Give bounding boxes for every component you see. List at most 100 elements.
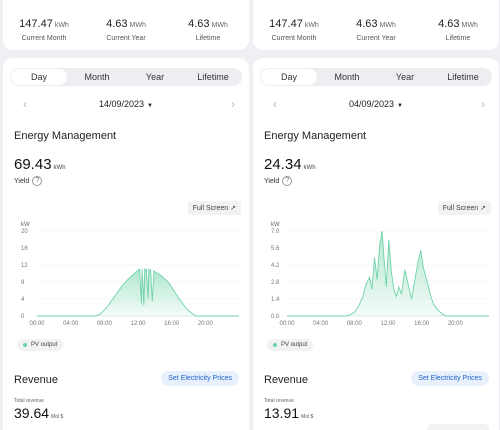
y-tick-label: 16 [21, 246, 28, 252]
summary-card: 147.47 kWh Current Month 4.63 MWh Current … [253, 0, 499, 50]
tab-day[interactable]: Day [261, 69, 317, 85]
y-tick-label: 2.8 [271, 280, 280, 286]
yield-label-row: Yield ? [264, 176, 293, 186]
period-tabs: Day Month Year Lifetime [10, 68, 242, 86]
energy-card: Day Month Year Lifetime ‹ 14/09/2023 ▼ › … [3, 58, 249, 430]
chevron-left-icon[interactable]: ‹ [273, 97, 277, 111]
help-icon[interactable]: ? [282, 176, 293, 186]
tab-day[interactable]: Day [11, 69, 67, 85]
total-revenue-value-row: 39.64 Mol $ [14, 405, 63, 421]
x-tick-label: 16:00 [164, 321, 180, 327]
yield-label: Yield [14, 177, 30, 185]
y-axis-label: kW [271, 222, 280, 228]
scroll-hint [427, 424, 489, 430]
x-tick-label: 20:00 [198, 321, 214, 327]
yield-value: 69.43 [14, 156, 52, 173]
pv-output-chart: kW 0.0 1.4 2.8 4.2 5.6 7.0 00:00 04:00 08:00 12:00… [271, 222, 489, 327]
pv-output-area [37, 269, 239, 316]
chart-legend[interactable]: PV output [17, 339, 64, 351]
legend-label: PV output [281, 342, 308, 348]
chart-legend[interactable]: PV output [267, 339, 314, 351]
summary-current-year: 4.63 MWh Current Year [335, 0, 417, 50]
right-pane: 147.47 kWh Current Month 4.63 MWh Current … [253, 0, 499, 430]
section-title: Energy Management [264, 130, 367, 142]
x-tick-label: 00:00 [279, 321, 295, 327]
summary-unit: kWh [54, 22, 69, 29]
help-icon[interactable]: ? [32, 176, 43, 186]
fullscreen-button[interactable]: Full Screen ↗ [437, 201, 491, 215]
summary-unit: MWh [129, 22, 146, 29]
expand-icon: ↗ [480, 205, 486, 212]
period-tabs: Day Month Year Lifetime [260, 68, 492, 86]
left-pane: 147.47 kWh Current Month 4.63 MWh Current … [3, 0, 249, 430]
caret-down-icon: ▼ [397, 103, 403, 109]
date-picker[interactable]: 14/09/2023 ▼ [3, 96, 249, 114]
x-tick-label: 00:00 [29, 321, 45, 327]
total-revenue-label: Total revenue [14, 398, 45, 404]
date-value: 14/09/2023 [99, 99, 145, 109]
summary-value: 147.47 [19, 18, 53, 30]
summary-label: Current Year [356, 35, 396, 42]
total-revenue-label: Total revenue [264, 398, 295, 404]
yield-value-row: 69.43 kWh [14, 156, 66, 174]
tab-month[interactable]: Month [84, 72, 110, 82]
date-selector: ‹ 04/09/2023 ▼ › [253, 96, 499, 112]
summary-label: Current Year [106, 35, 146, 42]
x-tick-label: 20:00 [448, 321, 464, 327]
chevron-right-icon[interactable]: › [231, 97, 235, 111]
y-tick-label: 4 [21, 297, 25, 303]
summary-lifetime: 4.63 MWh Lifetime [167, 0, 249, 50]
x-tick-label: 12:00 [130, 321, 146, 327]
caret-down-icon: ▼ [147, 103, 153, 109]
revenue-title: Revenue [264, 374, 309, 386]
y-tick-label: 1.4 [271, 297, 280, 303]
yield-label-row: Yield ? [14, 176, 43, 186]
fullscreen-label: Full Screen [442, 205, 479, 212]
summary-unit: MWh [461, 22, 478, 29]
legend-label: PV output [31, 342, 58, 348]
summary-unit: MWh [211, 22, 228, 29]
yield-unit: kWh [303, 165, 316, 171]
x-tick-label: 08:00 [347, 321, 363, 327]
summary-value: 4.63 [188, 18, 210, 30]
date-value: 04/09/2023 [349, 99, 395, 109]
set-electricity-prices-button[interactable]: Set Electricity Prices [411, 371, 489, 386]
summary-lifetime: 4.63 MWh Lifetime [417, 0, 499, 50]
yield-value-row: 24.34 kWh [264, 156, 316, 174]
tab-year[interactable]: Year [145, 72, 165, 82]
summary-current-year: 4.63 MWh Current Year [85, 0, 167, 50]
summary-current-month: 147.47 kWh Current Month [3, 0, 85, 50]
date-selector: ‹ 14/09/2023 ▼ › [3, 96, 249, 112]
summary-value: 147.47 [269, 18, 303, 30]
total-revenue-value: 39.64 [14, 405, 50, 421]
y-axis-label: kW [21, 222, 30, 228]
tab-lifetime[interactable]: Lifetime [447, 72, 479, 82]
tab-year[interactable]: Year [395, 72, 415, 82]
yield-unit: kWh [53, 165, 66, 171]
section-title: Energy Management [14, 130, 117, 142]
chevron-left-icon[interactable]: ‹ [23, 97, 27, 111]
tab-month[interactable]: Month [334, 72, 360, 82]
chevron-right-icon[interactable]: › [481, 97, 485, 111]
summary-value: 4.63 [106, 18, 128, 30]
total-revenue-value: 13.91 [264, 405, 300, 421]
summary-current-month: 147.47 kWh Current Month [253, 0, 335, 50]
y-tick-label: 5.6 [271, 246, 280, 252]
set-electricity-prices-button[interactable]: Set Electricity Prices [161, 371, 239, 386]
total-revenue-value-row: 13.91 Mol $ [264, 405, 313, 421]
y-tick-label: 4.2 [271, 263, 280, 269]
fullscreen-button[interactable]: Full Screen ↗ [187, 201, 241, 215]
energy-card: Day Month Year Lifetime ‹ 04/09/2023 ▼ › … [253, 58, 499, 430]
y-tick-label: 8 [21, 280, 25, 286]
tab-lifetime[interactable]: Lifetime [197, 72, 229, 82]
y-tick-label: 0 [21, 314, 25, 320]
date-picker[interactable]: 04/09/2023 ▼ [253, 96, 499, 114]
pv-output-line [37, 268, 239, 317]
expand-icon: ↗ [230, 205, 236, 212]
pv-output-area [287, 231, 489, 316]
total-revenue-unit: Mol $ [301, 414, 314, 420]
y-tick-label: 12 [21, 263, 28, 269]
x-tick-label: 16:00 [414, 321, 430, 327]
y-tick-label: 0.0 [271, 314, 280, 320]
x-tick-label: 12:00 [380, 321, 396, 327]
